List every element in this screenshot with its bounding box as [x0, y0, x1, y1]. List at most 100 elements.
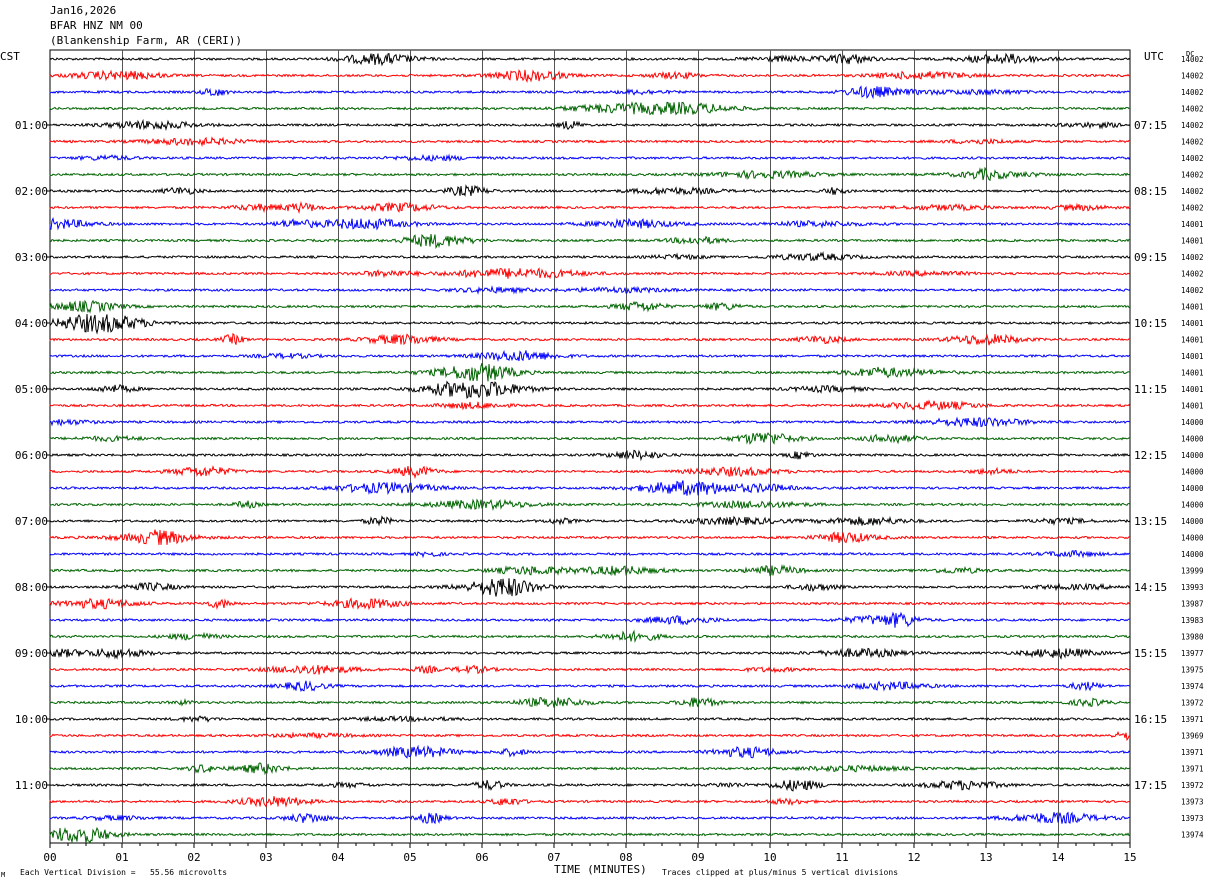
seismic-trace: [49, 136, 1131, 148]
x-tick-label: 07: [547, 851, 560, 864]
seismic-trace: [49, 69, 1131, 83]
right-hour-label: 16:15: [1134, 713, 1167, 726]
dc-offset-value: 13972: [1181, 699, 1204, 708]
seismic-trace: [49, 564, 1131, 577]
dc-offset-value: 13977: [1181, 649, 1204, 658]
dc-offset-value: 14001: [1181, 336, 1204, 345]
dc-offset-value: 14001: [1181, 303, 1204, 312]
seismic-trace: [49, 779, 1131, 792]
dc-offset-value: 14000: [1181, 517, 1204, 526]
seismic-trace: [49, 578, 1131, 597]
left-hour-label: 06:00: [15, 449, 48, 462]
dc-offset-value: 13971: [1181, 765, 1204, 774]
seismic-trace: [49, 362, 1131, 382]
right-hour-label: 10:15: [1134, 317, 1167, 330]
seismic-trace: [49, 52, 1131, 67]
seismic-trace: [49, 332, 1131, 346]
seismic-trace: [49, 118, 1131, 132]
right-hour-label: 11:15: [1134, 383, 1167, 396]
x-tick-label: 02: [187, 851, 200, 864]
x-tick-label: 05: [403, 851, 416, 864]
x-tick-label: 10: [763, 851, 776, 864]
dc-offset-value: 14002: [1181, 286, 1204, 295]
x-tick-label: 04: [331, 851, 345, 864]
seismic-trace: [49, 680, 1131, 693]
dc-offset-value: 14001: [1181, 237, 1204, 246]
dc-offset-value: 14000: [1181, 435, 1204, 444]
seismic-trace: [49, 349, 1131, 362]
seismic-trace: [49, 299, 1131, 314]
x-tick-label: 09: [691, 851, 704, 864]
seismic-trace: [49, 664, 1131, 675]
seismic-trace: [49, 529, 1131, 545]
dc-offset-value: 13980: [1181, 633, 1204, 642]
dc-offset-value: 14000: [1181, 484, 1204, 493]
dc-offset-value: 13987: [1181, 600, 1204, 609]
x-tick-label: 11: [835, 851, 848, 864]
dc-column-label: DC: [1186, 50, 1195, 58]
chart-site: (Blankenship Farm, AR (CERI)): [50, 34, 243, 47]
seismic-trace: [49, 200, 1131, 215]
seismic-trace: [49, 611, 1131, 628]
x-tick-label: 14: [1051, 851, 1065, 864]
left-hour-label: 07:00: [15, 515, 48, 528]
right-hour-label: 09:15: [1134, 251, 1167, 264]
x-tick-label: 00: [43, 851, 56, 864]
seismic-trace: [49, 762, 1131, 776]
seismic-trace: [49, 597, 1131, 611]
seismic-trace: [49, 647, 1131, 660]
dc-offset-value: 14002: [1181, 88, 1204, 97]
left-hour-label: 11:00: [15, 779, 48, 792]
dc-offset-value: 14001: [1181, 220, 1204, 229]
dc-offset-value: 14000: [1181, 451, 1204, 460]
dc-offset-value: 13973: [1181, 798, 1204, 807]
dc-offset-value: 14001: [1181, 319, 1204, 328]
seismic-trace: [49, 166, 1131, 182]
seismic-trace: [49, 550, 1131, 559]
seismic-trace: [49, 730, 1131, 742]
left-timezone-label: CST: [0, 50, 20, 63]
seismic-trace: [49, 714, 1130, 723]
dc-offset-value: 14000: [1181, 468, 1204, 477]
right-hour-label: 15:15: [1134, 647, 1167, 660]
seismic-trace: [49, 85, 1130, 100]
chart-date: Jan16,2026: [50, 4, 117, 17]
seismic-trace: [49, 744, 1131, 759]
right-hour-label: 08:15: [1134, 185, 1167, 198]
right-hour-label: 12:15: [1134, 449, 1167, 462]
seismic-trace: [49, 267, 1131, 280]
dc-offset-value: 14000: [1181, 534, 1204, 543]
dc-offset-value: 14002: [1181, 138, 1204, 147]
seismic-trace: [49, 480, 1131, 496]
left-hour-label: 03:00: [15, 251, 48, 264]
seismic-trace: [49, 217, 1131, 231]
seismic-trace: [49, 251, 1131, 262]
seismic-trace: [49, 515, 1131, 527]
dc-offset-value: 14002: [1181, 204, 1204, 213]
seismic-trace: [49, 498, 1131, 511]
dc-offset-value: 13971: [1181, 748, 1204, 757]
dc-offset-value: 14002: [1181, 154, 1204, 163]
seismic-trace: [49, 465, 1131, 480]
x-tick-label: 06: [475, 851, 488, 864]
dc-offset-value: 13983: [1181, 616, 1204, 625]
left-hour-label: 08:00: [15, 581, 48, 594]
dc-offset-value: 14000: [1181, 550, 1204, 559]
right-hour-label: 13:15: [1134, 515, 1167, 528]
seismic-trace: [49, 432, 1131, 445]
dc-offset-value: 14000: [1181, 418, 1204, 427]
dc-offset-value: 14001: [1181, 369, 1204, 378]
corner-mark: M: [1, 871, 6, 879]
dc-offset-value: 14002: [1181, 105, 1204, 114]
dc-offset-value: 13993: [1181, 583, 1204, 592]
x-tick-label: 12: [907, 851, 920, 864]
x-tick-label: 01: [115, 851, 128, 864]
right-hour-label: 07:15: [1134, 119, 1167, 132]
dc-offset-value: 13969: [1181, 732, 1204, 741]
dc-offset-value: 14002: [1181, 121, 1204, 130]
left-hour-label: 09:00: [15, 647, 48, 660]
seismic-trace: [49, 313, 1131, 335]
left-hour-label: 10:00: [15, 713, 48, 726]
x-tick-label: 03: [259, 851, 272, 864]
